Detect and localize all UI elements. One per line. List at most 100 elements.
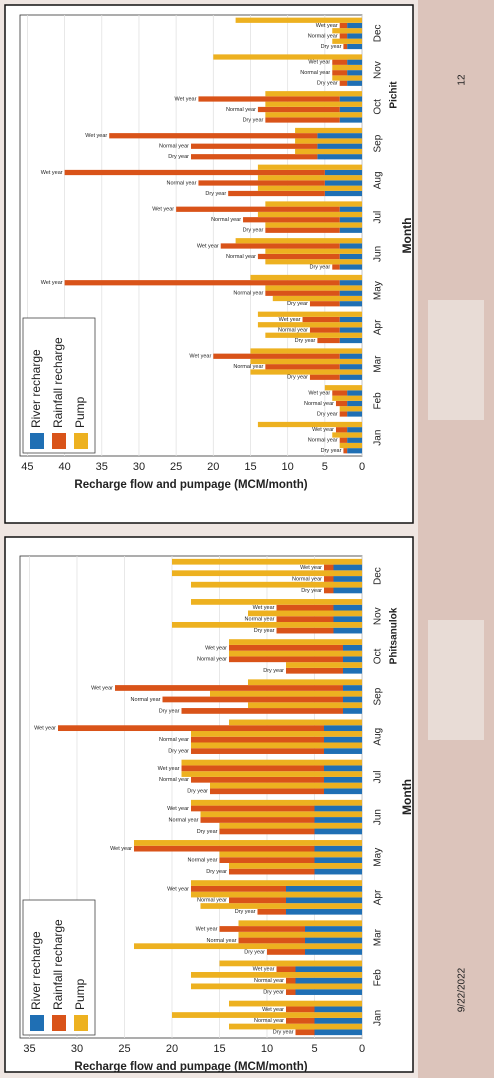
bar-segment (324, 180, 362, 186)
pump-bar (191, 972, 362, 978)
x-tick-label: 0 (359, 461, 365, 473)
legend-label: Rainfall recharge (51, 337, 65, 428)
pump-bar (332, 64, 362, 71)
bar-segment (324, 564, 334, 571)
y-tick-label: Jun (373, 809, 384, 825)
bar-segment (257, 253, 340, 260)
scenario-label: Wet year (253, 605, 275, 611)
scenario-label: Wet year (312, 427, 334, 433)
bar-segment (309, 301, 340, 307)
pump-bar (219, 960, 362, 967)
scenario-label: Wet year (110, 846, 132, 852)
pump-bar (265, 222, 362, 228)
scenario-label: Dry year (159, 708, 180, 714)
legend-swatch (30, 1015, 44, 1031)
pump-bar (229, 650, 362, 657)
bar-segment (314, 1006, 362, 1013)
pump-bar (265, 248, 362, 254)
pump-bar (332, 38, 362, 44)
legend-box (22, 317, 96, 454)
pump-bar (229, 1000, 362, 1007)
pump-bar (265, 285, 362, 291)
pump-bar (265, 201, 362, 207)
bar-segment (339, 117, 362, 123)
bar-segment (109, 133, 318, 139)
pump-bar (200, 903, 362, 909)
bar-segment (347, 80, 362, 86)
bar-segment (228, 190, 325, 197)
scenario-label: Normal year (226, 107, 256, 113)
scenario-label: Wet year (167, 886, 189, 892)
scenario-label: Dry year (254, 628, 275, 634)
scenario-label: Dry year (243, 228, 264, 234)
bar-segment (324, 748, 362, 754)
pump-bar (134, 840, 362, 846)
bar-segment (347, 33, 362, 39)
y-tick-label: Mar (373, 928, 384, 946)
y-axis-title: Month (400, 218, 414, 254)
pump-bar (295, 127, 362, 134)
pump-bar (191, 891, 362, 898)
bar-segment (265, 290, 340, 296)
y-tick-label: Jul (373, 771, 384, 784)
bar-segment (324, 776, 362, 783)
scenario-label: Normal year (197, 657, 227, 663)
y-tick-label: Nov (373, 607, 384, 625)
bar-segment (286, 977, 296, 984)
x-tick-label: 5 (311, 1043, 317, 1055)
bar-segment (220, 243, 340, 249)
y-tick-label: Feb (373, 392, 384, 410)
bar-segment (198, 96, 340, 102)
bar-segment (317, 133, 362, 139)
bar-segment (286, 1017, 315, 1024)
y-tick-label: Sep (373, 687, 384, 705)
pump-bar (238, 920, 362, 927)
scenario-label: Wet year (158, 766, 180, 772)
bar-segment (305, 937, 362, 944)
scenario-label: Dry year (197, 829, 218, 835)
bar-segment (305, 926, 362, 932)
bar-segment (347, 437, 362, 443)
bar-segment (347, 411, 362, 417)
scenario-label: Normal year (254, 1018, 284, 1024)
bar-segment (343, 644, 362, 651)
bar-segment (219, 926, 305, 932)
scenario-label: Dry year (206, 869, 227, 875)
bar-segment (332, 70, 348, 76)
bar-segment (343, 667, 362, 674)
x-tick-label: 10 (261, 1043, 273, 1055)
scenario-label: Normal year (304, 401, 334, 407)
window (428, 300, 484, 420)
pump-bar (213, 54, 362, 60)
bar-segment (339, 437, 348, 443)
bar-segment (332, 390, 348, 396)
pump-bar (191, 742, 362, 749)
bar-segment (200, 817, 315, 823)
pump-bar (229, 862, 362, 869)
scenario-label: Normal year (159, 737, 189, 743)
pump-bar (257, 421, 362, 428)
scenario-label: Normal year (245, 617, 275, 623)
scenario-label: Dry year (321, 44, 342, 50)
bar-segment (134, 845, 315, 852)
bar-segment (317, 337, 340, 344)
pump-bar (238, 931, 362, 938)
scenario-label: Dry year (287, 375, 308, 381)
legend-box (22, 899, 96, 1036)
scenario-label: Wet year (34, 726, 56, 732)
y-tick-label: Dec (373, 24, 384, 42)
scenario-label: Wet year (253, 967, 275, 973)
y-tick-label: Aug (373, 171, 384, 189)
bar-segment (324, 788, 362, 795)
slide-date: 9/22/2022 (457, 967, 468, 1012)
bar-segment (286, 989, 296, 995)
bar-segment (229, 868, 315, 875)
pump-bar (191, 581, 362, 588)
scenario-label: Normal year (226, 254, 256, 260)
scenario-label: Normal year (197, 898, 227, 904)
legend-swatch (74, 433, 88, 449)
bar-segment (219, 857, 315, 863)
bar-segment (229, 644, 343, 651)
chart-title: Phitsanulok (389, 607, 400, 664)
pump-bar (339, 442, 362, 449)
